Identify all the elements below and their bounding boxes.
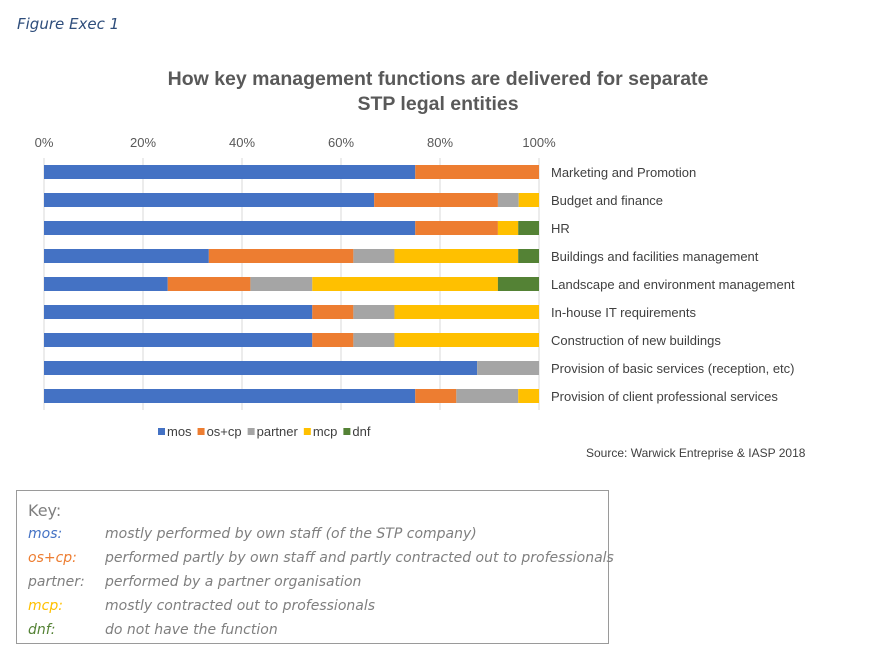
legend-label: mcp <box>313 424 338 439</box>
source-note: Source: Warwick Entreprise & IASP 2018 <box>586 446 806 460</box>
bar-segment-oscp <box>415 389 457 403</box>
x-tick-label: 60% <box>328 135 354 150</box>
figure-label: Figure Exec 1 <box>17 15 120 33</box>
bar-segment-mos <box>44 277 168 291</box>
x-tick-label: 0% <box>35 135 54 150</box>
key-desc: do not have the function <box>105 622 278 638</box>
key-term: os+cp: <box>28 550 77 566</box>
bar-segment-partner <box>353 333 395 347</box>
bar-segment-oscp <box>208 249 354 263</box>
chart-title: How key management functions are deliver… <box>100 67 776 117</box>
bar-segment-oscp <box>312 305 354 319</box>
key-term: mcp: <box>28 598 63 614</box>
legend-swatch <box>303 428 311 435</box>
key-term: partner: <box>28 574 85 590</box>
bar-segment-mos <box>44 193 375 207</box>
bar-segment-oscp <box>167 277 251 291</box>
legend-label: mos <box>167 424 192 439</box>
bar-segment-oscp <box>374 193 498 207</box>
key-box: Key: mos: mostly performed by own staff … <box>16 490 614 644</box>
bar-segment-mcp <box>312 277 498 291</box>
legend-swatch <box>247 428 255 435</box>
key-desc: performed partly by own staff and partly… <box>105 550 614 566</box>
x-tick-label: 40% <box>229 135 255 150</box>
bar-segment-mos <box>44 249 209 263</box>
bar-segment-mos <box>44 333 313 347</box>
category-label: Landscape and environment management <box>551 277 795 292</box>
category-label: Construction of new buildings <box>551 333 721 348</box>
category-label: In-house IT requirements <box>551 305 696 320</box>
category-label: Marketing and Promotion <box>551 165 696 180</box>
stacked-bar-chart: 0% 20% 40% 60% 80% 100% Marketing and Promotio… <box>35 135 795 439</box>
key-term: dnf: <box>28 622 56 638</box>
chart-title-line-1: How key management functions are deliver… <box>167 68 709 90</box>
bar-segment-mos <box>44 305 313 319</box>
legend-label: os+cp <box>207 424 242 439</box>
legend-swatch <box>197 428 205 435</box>
category-label: Provision of client professional service… <box>551 389 778 404</box>
bar-segment-partner <box>456 389 519 403</box>
bar-segment-mcp <box>394 305 539 319</box>
chart-title-line-2: STP legal entities <box>357 93 519 115</box>
category-label: HR <box>551 221 570 236</box>
legend-label: partner <box>257 424 299 439</box>
bar-segment-dnf <box>518 249 539 263</box>
key-desc: mostly performed by own staff (of the ST… <box>105 526 477 542</box>
x-tick-label: 100% <box>522 135 556 150</box>
bar-segment-mcp <box>518 389 539 403</box>
bar-segment-dnf <box>497 277 539 291</box>
key-desc: performed by a partner organisation <box>105 574 362 590</box>
category-label: Buildings and facilities management <box>551 249 759 264</box>
legend-swatch <box>158 428 165 435</box>
bar-segment-mos <box>44 361 478 375</box>
x-tick-label: 20% <box>130 135 156 150</box>
bar-segment-oscp <box>415 221 498 235</box>
legend-swatch <box>343 428 351 435</box>
bar-segment-oscp <box>312 333 354 347</box>
legend-label: dnf <box>352 424 370 439</box>
bar-segment-mos <box>44 221 416 235</box>
bar-segment-partner <box>497 193 519 207</box>
key-desc: mostly contracted out to professionals <box>105 598 376 614</box>
bar-segment-mcp <box>518 193 539 207</box>
bar-segment-mcp <box>394 249 519 263</box>
key-term: mos: <box>28 526 63 542</box>
bar-segment-mos <box>44 165 416 179</box>
bar-segment-dnf <box>518 221 539 235</box>
bar-segment-oscp <box>415 165 539 179</box>
bar-segment-partner <box>477 361 539 375</box>
x-tick-label: 80% <box>427 135 453 150</box>
bar-segment-mcp <box>497 221 519 235</box>
bar-segment-mos <box>44 389 416 403</box>
key-title: Key: <box>28 501 62 520</box>
bar-segment-partner <box>353 249 395 263</box>
category-label: Provision of basic services (reception, … <box>551 361 794 376</box>
bar-segment-partner <box>353 305 395 319</box>
bar-segment-partner <box>250 277 313 291</box>
bar-segment-mcp <box>394 333 539 347</box>
category-label: Budget and finance <box>551 193 663 208</box>
